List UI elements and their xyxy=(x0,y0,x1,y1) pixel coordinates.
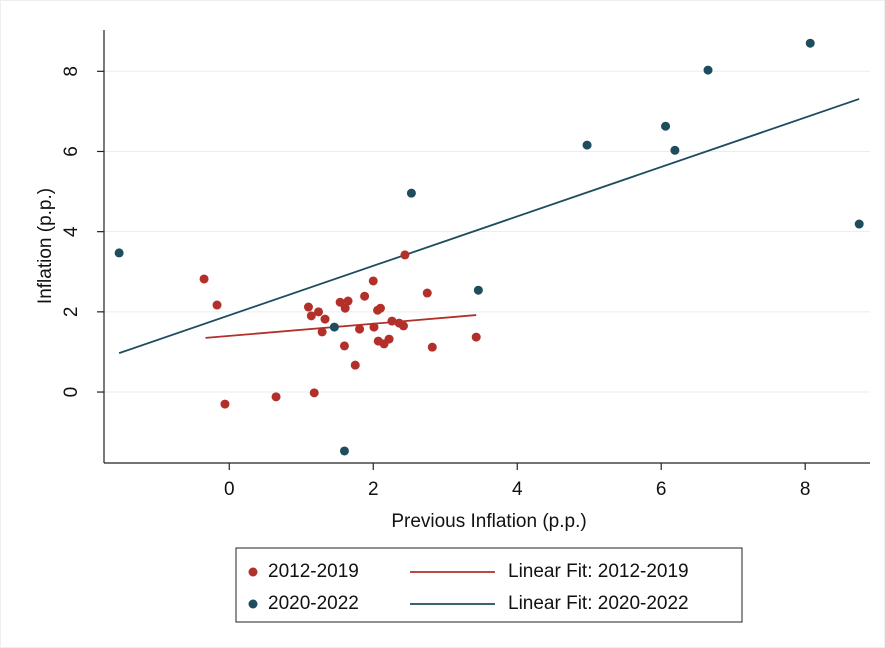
legend-label: Linear Fit: 2020-2022 xyxy=(508,593,689,614)
point xyxy=(375,303,385,313)
point xyxy=(805,38,815,48)
point xyxy=(199,274,209,284)
point xyxy=(306,311,316,321)
legend-marker xyxy=(248,567,258,577)
point xyxy=(350,360,360,370)
point xyxy=(314,307,324,317)
x-axis-label: Previous Inflation (p.p.) xyxy=(391,511,586,532)
point xyxy=(303,302,313,312)
point xyxy=(854,219,864,229)
x-tick-label: 6 xyxy=(656,479,667,500)
point xyxy=(473,285,483,295)
point xyxy=(427,342,437,352)
y-tick-label: 0 xyxy=(61,387,82,398)
point xyxy=(582,140,592,150)
legend-box xyxy=(235,547,743,623)
y-tick-label: 4 xyxy=(61,226,82,237)
point xyxy=(369,322,379,332)
point xyxy=(400,250,410,260)
y-tick-label: 6 xyxy=(61,146,82,157)
point xyxy=(343,296,353,306)
legend-label: Linear Fit: 2012-2019 xyxy=(508,561,689,582)
x-tick-label: 0 xyxy=(224,479,235,500)
point xyxy=(271,392,281,402)
point xyxy=(670,145,680,155)
point xyxy=(220,399,230,409)
point xyxy=(309,388,319,398)
y-tick-label: 8 xyxy=(61,66,82,77)
point xyxy=(406,188,416,198)
legend-marker xyxy=(248,599,258,609)
fit-line xyxy=(118,98,860,354)
point xyxy=(471,332,481,342)
point xyxy=(703,65,713,75)
point xyxy=(114,248,124,258)
point xyxy=(398,321,408,331)
x-tick-label: 2 xyxy=(368,479,379,500)
y-axis-label: Inflation (p.p.) xyxy=(35,188,56,304)
x-tick-label: 4 xyxy=(512,479,523,500)
fit-line xyxy=(205,314,477,339)
point xyxy=(329,322,339,332)
point xyxy=(384,334,394,344)
point xyxy=(339,341,349,351)
point xyxy=(317,327,327,337)
legend-label: 2012-2019 xyxy=(268,561,359,582)
point xyxy=(340,303,350,313)
point xyxy=(360,291,370,301)
point xyxy=(368,276,378,286)
point xyxy=(320,314,330,324)
point xyxy=(661,121,671,131)
point xyxy=(339,446,349,456)
x-tick-label: 8 xyxy=(800,479,811,500)
point xyxy=(335,297,345,307)
legend-label: 2020-2022 xyxy=(268,593,359,614)
y-tick-label: 2 xyxy=(61,307,82,318)
point xyxy=(387,316,397,326)
point xyxy=(212,300,222,310)
point xyxy=(355,324,365,334)
point xyxy=(422,288,432,298)
